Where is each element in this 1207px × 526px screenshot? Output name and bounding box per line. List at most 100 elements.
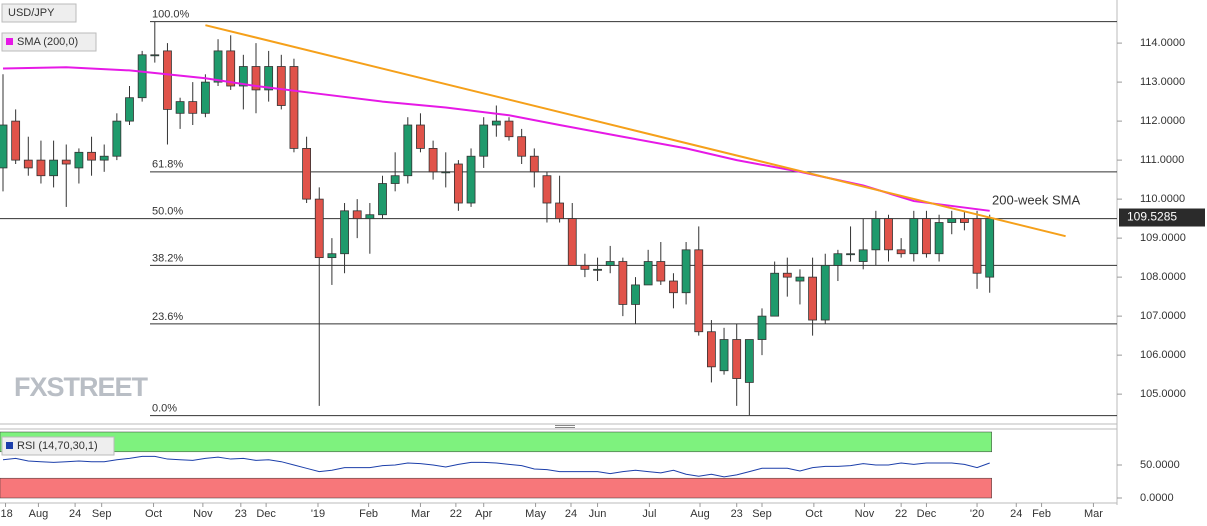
candle-body bbox=[163, 50, 172, 110]
candle-body bbox=[782, 272, 792, 278]
candle-body bbox=[833, 253, 843, 266]
candle-body bbox=[200, 81, 210, 114]
y-tick-label: 110.0000 bbox=[1140, 193, 1185, 205]
x-tick-label: Apr bbox=[475, 508, 492, 520]
sma-legend-box bbox=[1, 32, 97, 52]
candle-body bbox=[871, 218, 881, 251]
candle-body bbox=[403, 124, 413, 177]
candle-body bbox=[74, 151, 84, 169]
candle-body bbox=[542, 175, 552, 204]
candle-body bbox=[909, 218, 919, 255]
x-tick-label: Nov bbox=[855, 508, 875, 520]
y-tick-label: 108.0000 bbox=[1140, 271, 1186, 283]
rsi-legend: RSI (14,70,30,1) bbox=[17, 440, 98, 452]
y-tick-label: 105.0000 bbox=[1140, 388, 1186, 400]
rsi-line bbox=[2, 455, 990, 478]
fib-label: 23.6% bbox=[152, 311, 183, 323]
candle-body bbox=[770, 272, 780, 317]
x-tick-label: Oct bbox=[805, 508, 822, 520]
candle-body bbox=[707, 331, 716, 368]
candle-body bbox=[276, 66, 286, 106]
candle-body bbox=[669, 280, 678, 294]
candle-body bbox=[960, 218, 969, 223]
candle-body bbox=[947, 218, 957, 223]
y-tick-label: 114.0000 bbox=[1140, 37, 1185, 49]
x-tick-label: Nov bbox=[193, 508, 213, 520]
sma-legend-swatch bbox=[6, 38, 13, 45]
x-tick-label: 22 bbox=[450, 508, 462, 520]
x-tick-label: Sep bbox=[92, 508, 112, 520]
logo: FXSTREET bbox=[14, 372, 149, 402]
candle-body bbox=[352, 210, 362, 220]
plot: 114.0000 113.0000 112.0000 111.0000 110.0000… bbox=[0, 9, 1205, 520]
last-price-label: 109.5285 bbox=[1127, 210, 1177, 224]
y-tick-label: 107.0000 bbox=[1140, 310, 1186, 322]
candle-body bbox=[238, 66, 248, 87]
candle-body bbox=[314, 198, 324, 259]
candle-body bbox=[378, 183, 387, 216]
fib-label: 100.0% bbox=[152, 9, 190, 21]
symbol-label: USD/JPY bbox=[8, 7, 55, 19]
candle-body bbox=[555, 202, 564, 220]
candle-body bbox=[732, 339, 742, 379]
candle-body bbox=[808, 276, 817, 321]
x-tick-label: 22 bbox=[895, 508, 907, 520]
candle-body bbox=[479, 124, 489, 157]
candle-body bbox=[112, 120, 122, 157]
candle-body bbox=[251, 66, 261, 91]
candle-body bbox=[972, 218, 982, 274]
candle-body bbox=[858, 249, 868, 262]
candle-body bbox=[580, 265, 590, 270]
x-tick-label: Mar bbox=[411, 508, 430, 520]
candle-body bbox=[213, 50, 223, 83]
candle-body bbox=[757, 315, 767, 340]
candle-body bbox=[36, 159, 46, 177]
symbol-box bbox=[1, 3, 77, 23]
candle-body bbox=[466, 155, 476, 204]
x-tick-label: Jul bbox=[642, 508, 656, 520]
x-tick-label: 23 bbox=[235, 508, 247, 520]
x-tick-label: Dec bbox=[256, 508, 276, 520]
candle-body bbox=[846, 253, 855, 256]
fib-label: 50.0% bbox=[152, 206, 183, 218]
candle-body bbox=[795, 276, 805, 282]
candle-body bbox=[150, 54, 160, 57]
candle-body bbox=[681, 249, 691, 294]
y-tick-label: 106.0000 bbox=[1140, 349, 1186, 361]
y-tick-label: 111.0000 bbox=[1140, 154, 1184, 166]
candle-body bbox=[289, 66, 299, 149]
candle-body bbox=[922, 218, 931, 255]
candle-body bbox=[719, 339, 729, 372]
candle-body bbox=[428, 148, 438, 173]
x-tick-label: '20 bbox=[970, 508, 984, 520]
candle-body bbox=[504, 120, 514, 138]
candle-body bbox=[896, 249, 906, 255]
x-tick-label: '18 bbox=[0, 508, 13, 520]
fib-label: 0.0% bbox=[152, 402, 177, 414]
rsi-tick-label: 0.0000 bbox=[1140, 492, 1174, 504]
x-tick-label: May bbox=[525, 508, 546, 520]
candle-body bbox=[884, 218, 893, 251]
candle-body bbox=[643, 261, 653, 286]
fib-label: 38.2% bbox=[152, 252, 183, 264]
candle-body bbox=[390, 175, 400, 184]
rsi-oversold-zone bbox=[0, 477, 992, 499]
candle-body bbox=[302, 148, 312, 200]
x-tick-label: Feb bbox=[1032, 508, 1051, 520]
candle-body bbox=[441, 171, 451, 174]
candle-body bbox=[744, 339, 754, 383]
candle-body bbox=[23, 159, 33, 169]
candle-body bbox=[517, 136, 527, 157]
candle-body bbox=[175, 101, 185, 114]
x-tick-label: 24 bbox=[565, 508, 577, 520]
candle-body bbox=[618, 261, 628, 305]
candle-body bbox=[340, 210, 349, 255]
x-tick-label: 24 bbox=[69, 508, 81, 520]
candle-body bbox=[567, 218, 577, 266]
candle-body bbox=[365, 214, 375, 220]
candle-body bbox=[605, 261, 615, 266]
candle-body bbox=[820, 265, 830, 321]
x-tick-label: Feb bbox=[359, 508, 378, 520]
candle-body bbox=[99, 155, 109, 161]
candle-body bbox=[416, 124, 425, 149]
